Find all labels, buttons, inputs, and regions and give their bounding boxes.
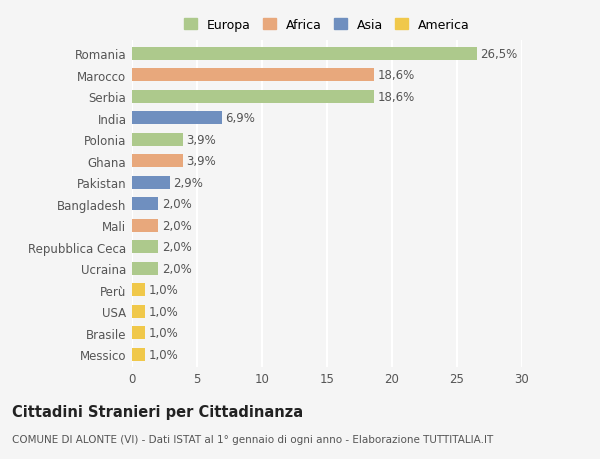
Text: 6,9%: 6,9% [226,112,256,125]
Text: 3,9%: 3,9% [187,155,217,168]
Text: 2,0%: 2,0% [162,219,191,232]
Text: COMUNE DI ALONTE (VI) - Dati ISTAT al 1° gennaio di ogni anno - Elaborazione TUT: COMUNE DI ALONTE (VI) - Dati ISTAT al 1°… [12,434,493,444]
Bar [132,112,222,125]
Bar [132,326,145,339]
Text: 18,6%: 18,6% [378,90,415,104]
Bar [132,155,182,168]
Text: 1,0%: 1,0% [149,284,179,297]
Bar [132,262,158,275]
Bar [132,198,158,211]
Text: 3,9%: 3,9% [187,134,217,146]
Bar [132,241,158,253]
Bar [132,348,145,361]
Bar [132,134,182,146]
Bar [132,48,476,61]
Text: Cittadini Stranieri per Cittadinanza: Cittadini Stranieri per Cittadinanza [12,404,303,419]
Text: 18,6%: 18,6% [378,69,415,82]
Text: 2,0%: 2,0% [162,241,191,254]
Bar [132,176,170,189]
Text: 26,5%: 26,5% [481,48,518,61]
Text: 2,9%: 2,9% [173,176,203,189]
Bar [132,219,158,232]
Text: 2,0%: 2,0% [162,262,191,275]
Text: 1,0%: 1,0% [149,305,179,318]
Text: 1,0%: 1,0% [149,326,179,339]
Bar [132,90,374,103]
Legend: Europa, Africa, Asia, America: Europa, Africa, Asia, America [184,19,470,32]
Text: 2,0%: 2,0% [162,198,191,211]
Text: 1,0%: 1,0% [149,348,179,361]
Bar [132,305,145,318]
Bar [132,69,374,82]
Bar [132,284,145,297]
